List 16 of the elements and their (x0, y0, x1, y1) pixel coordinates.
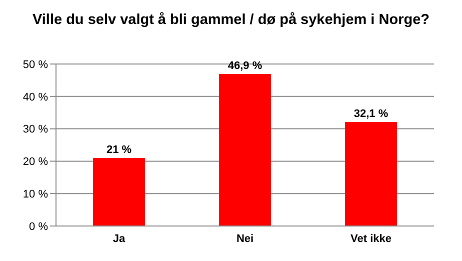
chart-title: Ville du selv valgt å bli gammel / dø på sykehjem i Norge? (31, 11, 430, 30)
data-label: 32,1 % (354, 108, 388, 120)
x-tick-label: Vet ikke (350, 232, 392, 245)
y-tick-label: 40 % (22, 91, 48, 104)
data-label: 46,9 % (228, 60, 262, 72)
y-tick-label: 30 % (22, 124, 48, 136)
bar (219, 74, 271, 226)
y-tick-label: 10 % (22, 188, 48, 201)
data-label: 21 % (106, 144, 132, 156)
bar (345, 122, 397, 226)
y-tick-label: 50 % (22, 58, 48, 71)
y-tick-label: 0 % (29, 220, 48, 233)
y-tick-label: 20 % (22, 156, 48, 168)
x-tick-label: Nei (236, 232, 254, 245)
bar (93, 158, 145, 226)
x-tick-label: Ja (112, 232, 126, 245)
